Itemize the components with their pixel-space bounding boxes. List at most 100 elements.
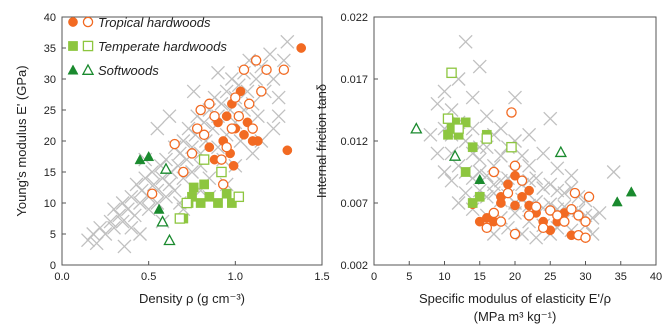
background-cross-point [472, 152, 487, 167]
temperate-point [467, 142, 478, 153]
x-tick-label: 25 [544, 271, 556, 283]
tropical-point [509, 160, 521, 172]
x-tick-label: 20 [509, 271, 521, 283]
y-tick-label: 35 [44, 43, 56, 55]
legend-item-temperate: Temperate hardwoods [68, 39, 227, 54]
tropical-point [583, 191, 595, 203]
background-cross-point [557, 186, 572, 201]
tropical-point [530, 201, 542, 212]
x-tick-label: 0.0 [54, 271, 69, 283]
tropical-point [204, 142, 215, 153]
tropical-point [221, 141, 232, 153]
softwood-point [554, 145, 567, 158]
background-cross-point [271, 109, 286, 124]
softwood-point [163, 233, 176, 246]
background-cross-point [250, 109, 265, 124]
tropical-point [238, 64, 250, 75]
tropical-point [510, 200, 520, 211]
softwood-point [159, 162, 173, 174]
tropical-point [243, 98, 255, 110]
tropical-point [488, 207, 500, 219]
background-cross-point [529, 171, 544, 186]
temperate-point [198, 154, 210, 165]
legend-label: Tropical hardwoods [98, 15, 211, 30]
y-axis-label: Internal friction tanδ [314, 84, 329, 198]
x-tick-label: 5 [406, 271, 412, 283]
background-cross-point [437, 165, 452, 179]
background-cross-point [508, 205, 522, 220]
tropical-point [261, 64, 272, 75]
legend-item-tropical: Tropical hardwoods [68, 15, 211, 30]
background-cross-point [93, 220, 108, 235]
tropical-point [198, 129, 210, 141]
background-cross-point [81, 233, 95, 248]
background-cross-point [465, 90, 480, 105]
x-tick-label: 0.5 [141, 271, 156, 283]
x-tick-label: 10 [438, 271, 450, 283]
background-cross-point [112, 208, 127, 223]
background-cross-point [159, 189, 173, 204]
background-cross-point [133, 196, 147, 210]
y-tick-label: 0.007 [340, 198, 368, 210]
background-cross-point [141, 202, 156, 217]
tropical-point [523, 210, 535, 221]
tropical-point [495, 216, 507, 227]
background-cross-point [522, 127, 537, 142]
background-cross-point [124, 220, 139, 235]
temperate-point [467, 198, 478, 208]
tropical-point [573, 210, 584, 221]
background-cross-point [211, 65, 225, 80]
y-tick-label: 15 [44, 167, 56, 179]
background-cross-point [493, 121, 508, 136]
background-cross-point [606, 165, 621, 179]
legend-marker-filled [68, 41, 78, 51]
background-cross-point [423, 127, 438, 142]
tropical-point [256, 86, 267, 97]
background-cross-point [127, 208, 142, 223]
softwood-point [625, 186, 637, 197]
temperate-point [460, 167, 471, 177]
tropical-point [580, 216, 591, 227]
softwood-point [474, 173, 486, 184]
tropical-point [506, 107, 517, 118]
tropical-point [228, 160, 239, 171]
background-cross-point [529, 230, 544, 245]
background-cross-point [458, 34, 473, 49]
tropical-point [537, 222, 549, 234]
temperate-point [213, 198, 223, 208]
temperate-point [204, 191, 215, 202]
background-cross-point [522, 158, 537, 173]
softwood-point [134, 154, 146, 165]
temperate-point [481, 133, 493, 144]
x-axis-label-units: (MPa m³ kg⁻¹) [474, 309, 557, 324]
background-cross-point [515, 148, 530, 163]
tropical-point [253, 136, 263, 146]
background-cross-point [280, 34, 295, 49]
background-cross-point [266, 72, 281, 86]
right-plot: 0 5 10 15 20 25 30 35 40 0.002 0.007 0.012 0.017 0.02… [314, 12, 662, 324]
legend: Tropical hardwoods Temperate hardwoods Sof… [67, 15, 227, 78]
background-cross-point [564, 168, 579, 183]
temperate-point [181, 197, 193, 209]
temperate-point [474, 191, 485, 202]
left-plot: 0.0 0.5 1.0 1.5 0 5 10 15 20 25 30 35 40 Density ρ (g… [14, 12, 330, 306]
temperate-point [216, 166, 227, 178]
tropical-point [580, 232, 591, 243]
y-tick-label: 20 [44, 136, 56, 148]
temperate-point [188, 182, 199, 193]
y-axis-label: Young's modulus E' (GPa) [14, 65, 29, 216]
background-cross-point [271, 90, 286, 105]
legend-marker-open [82, 40, 94, 52]
tropical-point [569, 187, 581, 199]
temperate-point [446, 67, 457, 79]
tropical-point [226, 123, 238, 134]
background-cross-point [276, 53, 291, 68]
x-tick-label: 1.0 [228, 271, 243, 283]
tropical-point [503, 179, 513, 190]
tropical-point [488, 166, 500, 178]
y-tick-label: 10 [44, 198, 56, 210]
background-cross-point [240, 84, 255, 99]
background-cross-point [107, 202, 121, 217]
x-axis-label: Specific modulus of elasticity E'/ρ [419, 291, 611, 306]
